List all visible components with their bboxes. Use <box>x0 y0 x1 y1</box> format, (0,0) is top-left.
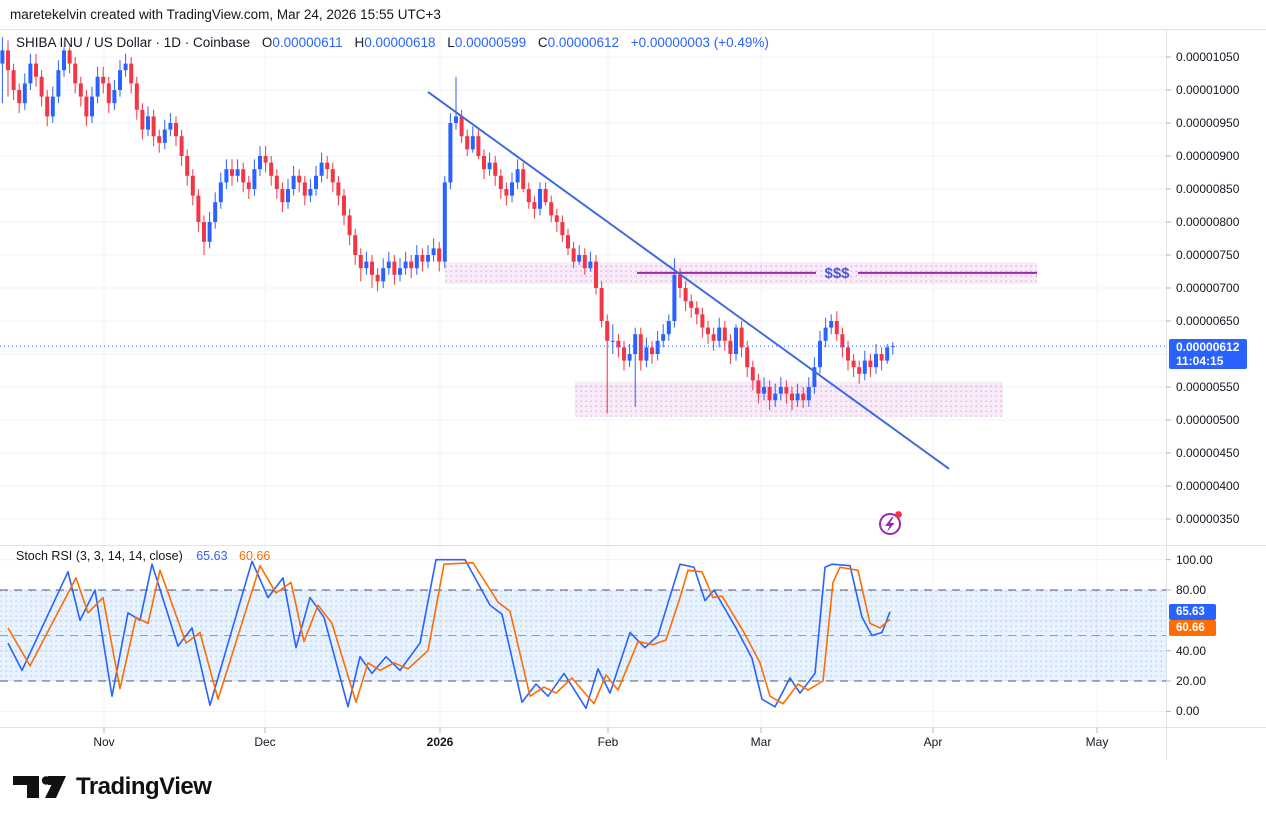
flash-circle-icon[interactable] <box>879 511 902 535</box>
dollar-level-line[interactable]: $$$ <box>637 265 1037 282</box>
indicator-legend: Stoch RSI (3, 3, 14, 14, close) 65.63 60… <box>16 549 270 563</box>
time-axis-label: Feb <box>597 735 619 749</box>
time-axis-label: Nov <box>93 735 115 749</box>
time-axis-label: 2026 <box>426 735 454 749</box>
price-zones[interactable] <box>445 262 1037 417</box>
price-axis-label: 0.00000650 <box>1176 314 1240 328</box>
brand-name: TradingView <box>76 773 212 800</box>
attribution-text: maretekelvin created with TradingView.co… <box>10 7 441 22</box>
ohlc-close: C0.00000612 <box>537 35 619 50</box>
stoch-axis-label: 80.00 <box>1176 583 1207 597</box>
countdown-timer: 11:04:15 <box>1176 354 1224 369</box>
stoch-axis-label: 20.00 <box>1176 674 1207 688</box>
time-axis-label: Mar <box>750 735 772 749</box>
price-axis-label: 0.00000850 <box>1176 182 1240 196</box>
dollar-label: $$$ <box>824 265 850 282</box>
price-axis-label: 0.00001000 <box>1176 83 1240 97</box>
time-axis-label: Apr <box>923 735 943 749</box>
time-axis-label: May <box>1085 735 1109 749</box>
ohlc-low: L0.00000599 <box>447 35 527 50</box>
price-axis-label: 0.00000550 <box>1176 380 1240 394</box>
candlestick-series <box>0 37 895 414</box>
price-axis-label: 0.00000400 <box>1176 479 1240 493</box>
price-axis-label: 0.00001050 <box>1176 50 1240 64</box>
price-axis-label: 0.00000500 <box>1176 413 1240 427</box>
ohlc-open: O0.00000611 <box>261 35 343 50</box>
last-price-badge[interactable]: 0.00000612 11:04:15 <box>1169 339 1247 370</box>
symbol-legend: SHIBA INU / US Dollar · 1D · Coinbase O0… <box>16 35 769 50</box>
price-axis-label: 0.00000750 <box>1176 248 1240 262</box>
tradingview-logo-icon <box>13 775 66 798</box>
stoch-axis-label: 0.00 <box>1176 704 1200 719</box>
symbol-title[interactable]: SHIBA INU / US Dollar · 1D · Coinbase <box>16 35 251 50</box>
stoch-d-value: 60.66 <box>239 549 271 563</box>
stoch-axis-label: 40.00 <box>1176 643 1207 658</box>
stoch-k-value: 65.63 <box>196 549 228 563</box>
stoch-d-badge: 60.66 <box>1169 620 1216 636</box>
price-axis-label: 0.00000950 <box>1176 116 1240 130</box>
price-axis-label: 0.00000900 <box>1176 149 1240 163</box>
stoch-d-line <box>7 561 891 705</box>
trendline[interactable] <box>427 91 950 470</box>
price-axis-label: 0.00000700 <box>1176 281 1240 295</box>
price-axis-label: 0.00000800 <box>1176 215 1240 229</box>
ohlc-change: +0.00000003 (+0.49%) <box>630 35 769 50</box>
pane-separators <box>0 29 1266 760</box>
time-axis-label: Dec <box>254 735 276 749</box>
last-price-value: 0.00000612 <box>1176 340 1240 355</box>
indicator-title[interactable]: Stoch RSI (3, 3, 14, 14, close) <box>16 549 183 563</box>
price-axis-label: 0.00000350 <box>1176 512 1240 526</box>
stoch-k-line <box>7 558 891 710</box>
stoch-k-badge: 65.63 <box>1169 604 1216 620</box>
stoch-axis-label: 100.00 <box>1176 552 1213 567</box>
ohlc-high: H0.00000618 <box>354 35 436 50</box>
footer-brand[interactable]: TradingView <box>13 770 212 804</box>
price-axis-label: 0.00000450 <box>1176 446 1240 460</box>
